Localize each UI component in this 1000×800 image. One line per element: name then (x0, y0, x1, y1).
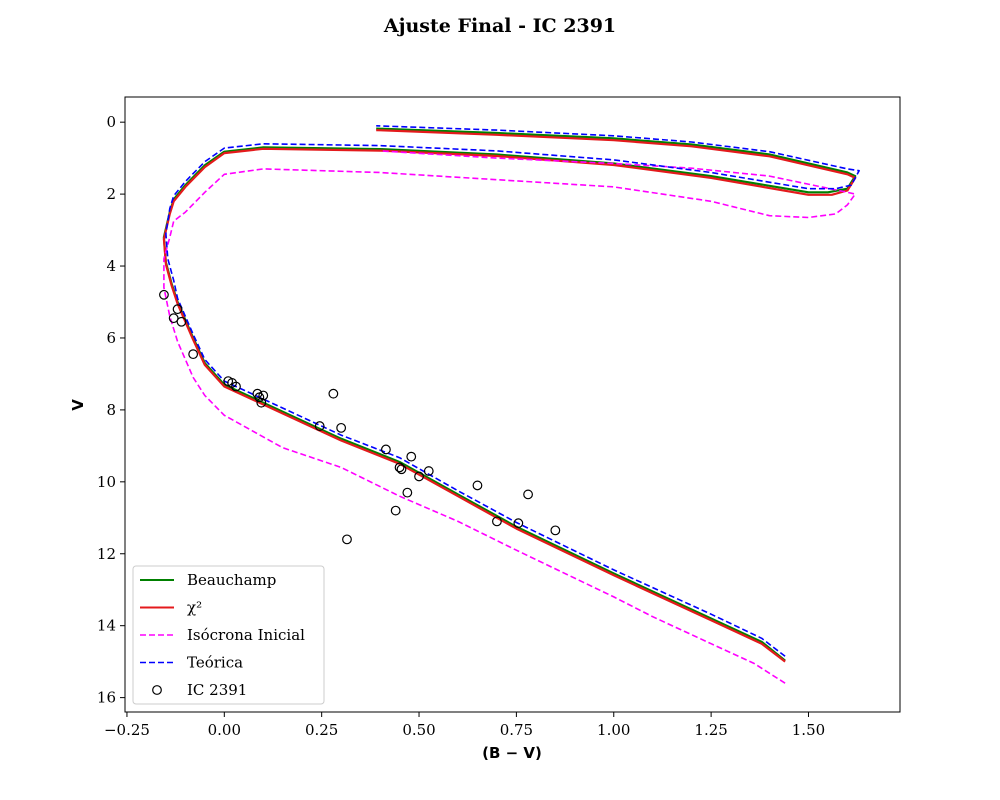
y-tick-label: 10 (97, 473, 116, 491)
legend-label: Teórica (187, 654, 243, 672)
data-point (188, 349, 199, 360)
data-point (402, 487, 413, 498)
y-tick-label: 6 (106, 329, 116, 347)
data-point (550, 525, 561, 536)
x-tick-label: 0.25 (305, 721, 338, 739)
series-4-points (159, 289, 561, 545)
legend: Beauchamp χ² Isócrona Inicial Teórica IC 239… (132, 565, 325, 705)
data-point (314, 421, 325, 431)
series-0-line (162, 127, 857, 662)
data-point (256, 397, 267, 408)
data-point (406, 451, 417, 462)
y-tick-label: 0 (106, 113, 116, 131)
data-point (492, 516, 502, 527)
axis-ticks: −0.25 0.00 0.25 0.50 0.75 1.00 1.25 1.50 0 2 4 6 8 10… (97, 113, 825, 739)
plot-area (159, 125, 860, 684)
legend-label: Isócrona Inicial (187, 626, 305, 644)
x-tick-label: 1.00 (597, 721, 630, 739)
y-tick-label: 16 (97, 689, 116, 707)
data-point (159, 289, 169, 300)
chart-title: Ajuste Final - IC 2391 (383, 15, 616, 37)
legend-label: χ² (187, 599, 202, 617)
data-point (328, 388, 339, 399)
legend-item: IC 2391 (152, 681, 247, 699)
legend-item: Teórica (140, 654, 243, 672)
y-tick-label: 14 (97, 617, 116, 635)
data-point (231, 381, 241, 392)
y-axis-label: V (69, 399, 87, 411)
legend-item: Beauchamp (140, 571, 276, 589)
y-tick-label: 2 (106, 185, 116, 203)
x-tick-label: −0.25 (104, 721, 150, 739)
data-point (336, 422, 347, 433)
y-tick-label: 4 (106, 257, 116, 275)
axes-frame (124, 96, 901, 713)
y-tick-label: 12 (97, 545, 116, 563)
legend-label: Beauchamp (187, 571, 276, 589)
data-point (414, 471, 424, 482)
legend-label: IC 2391 (187, 681, 247, 699)
data-point (258, 390, 269, 401)
data-point (176, 316, 187, 327)
x-tick-label: 0.75 (500, 721, 533, 739)
x-tick-label: 0.50 (402, 721, 435, 739)
x-tick-label: 1.25 (694, 721, 727, 739)
data-point (381, 444, 391, 455)
data-point (523, 489, 533, 500)
data-point (394, 462, 405, 473)
legend-frame (132, 565, 325, 705)
series-3-line (165, 125, 860, 657)
data-point (396, 464, 407, 475)
x-tick-label: 1.50 (792, 721, 825, 739)
y-tick-label: 8 (106, 401, 116, 419)
data-point (168, 313, 179, 324)
legend-item: Isócrona Inicial (140, 626, 305, 644)
data-point (513, 518, 524, 529)
x-axis-label: (B − V) (482, 744, 542, 762)
legend-swatch (152, 685, 162, 695)
data-point (172, 304, 183, 315)
data-point (423, 466, 434, 476)
x-tick-label: 0.00 (208, 721, 241, 739)
series-2-line (163, 150, 856, 684)
data-point (342, 534, 352, 545)
legend-item: χ² (140, 599, 202, 617)
data-point (390, 505, 401, 516)
data-point (472, 480, 483, 491)
